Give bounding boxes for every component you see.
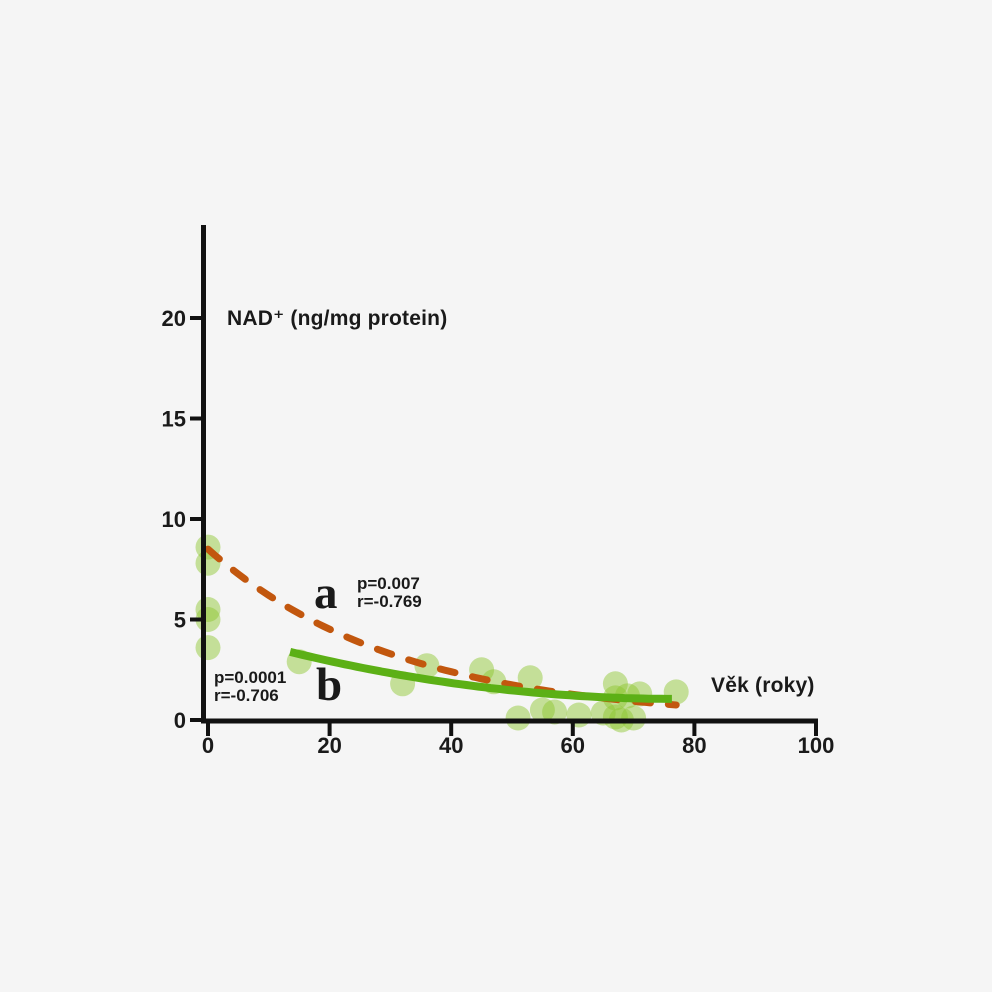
curve-b-label: b <box>316 659 343 711</box>
x-tick-label: 0 <box>202 733 214 758</box>
y-tick-label: 10 <box>162 507 186 532</box>
data-point <box>529 697 555 723</box>
data-point <box>517 665 543 691</box>
fit-curve-b <box>289 648 672 703</box>
data-point <box>195 635 221 661</box>
data-point <box>602 671 628 697</box>
curve-b-r-value: r=-0.706 <box>214 686 279 705</box>
data-point <box>621 705 647 731</box>
x-tick-label: 100 <box>798 733 835 758</box>
y-tick-label: 0 <box>174 708 186 733</box>
curve-a-label: a <box>314 567 338 619</box>
curve-a-r-value: r=-0.769 <box>357 592 422 611</box>
x-axis-title: Věk (roky) <box>711 674 815 697</box>
y-tick-label: 5 <box>174 608 186 633</box>
data-point <box>414 653 440 679</box>
y-tick-label: 20 <box>162 306 186 331</box>
y-axis-title: NAD⁺ (ng/mg protein) <box>227 307 448 330</box>
x-tick-label: 40 <box>439 733 463 758</box>
fit-curve-a <box>204 545 680 709</box>
curve-b-p-value: p=0.0001 <box>214 668 287 687</box>
curve-a-stats: p=0.007 r=-0.769 <box>357 575 422 611</box>
y-tick-label: 15 <box>162 407 186 432</box>
data-point <box>505 705 531 731</box>
data-point <box>542 699 568 725</box>
data-point <box>566 702 592 728</box>
x-tick-label: 20 <box>317 733 341 758</box>
x-tick-label: 80 <box>682 733 706 758</box>
x-tick-label: 60 <box>561 733 585 758</box>
curve-a-p-value: p=0.007 <box>357 574 420 593</box>
curve-b-stats: p=0.0001 r=-0.706 <box>214 669 286 705</box>
